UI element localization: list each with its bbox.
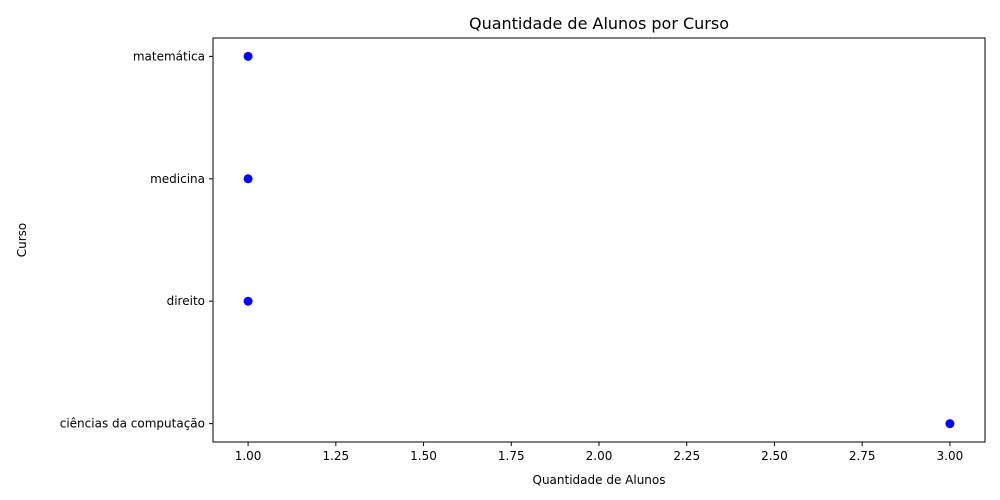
- x-tick-label: 1.50: [410, 449, 437, 463]
- x-tick-label: 1.00: [235, 449, 262, 463]
- y-tick-label: direito: [167, 294, 205, 308]
- x-tick-label: 2.75: [849, 449, 876, 463]
- data-point: [945, 419, 955, 429]
- y-axis-label: Curso: [15, 223, 29, 258]
- y-tick-label: medicina: [150, 172, 205, 186]
- data-point: [243, 174, 253, 184]
- x-tick-label: 2.00: [586, 449, 613, 463]
- y-tick-label: matemática: [133, 49, 205, 63]
- chart-title: Quantidade de Alunos por Curso: [469, 14, 729, 33]
- y-tick-label: ciências da computação: [60, 417, 205, 431]
- data-point: [243, 51, 253, 61]
- x-axis-label: Quantidade de Alunos: [533, 473, 666, 487]
- data-point: [243, 296, 253, 306]
- x-tick-label: 2.50: [761, 449, 788, 463]
- x-tick-label: 3.00: [937, 449, 964, 463]
- x-tick-label: 1.75: [498, 449, 525, 463]
- y-axis-ticks: ciências da computação direito medicina mat…: [60, 49, 213, 431]
- x-tick-label: 1.25: [322, 449, 349, 463]
- x-tick-label: 2.25: [673, 449, 700, 463]
- data-points: [243, 51, 955, 429]
- plot-area-frame: [212, 37, 986, 443]
- x-axis-ticks: 1.00 1.25 1.50 1.75 2.00 2.25 2.50 2.75 3.00: [235, 442, 964, 463]
